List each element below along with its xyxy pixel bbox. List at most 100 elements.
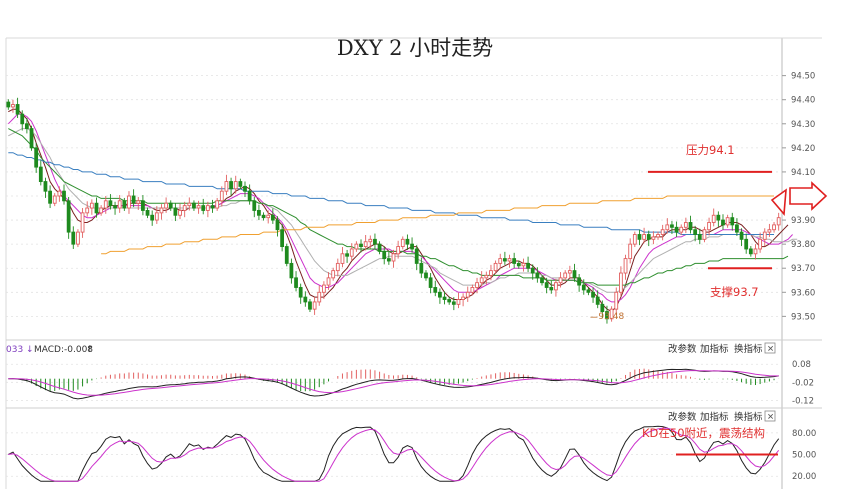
candle [308, 299, 312, 313]
candle [359, 239, 363, 253]
y-tick-label: -0.02 [792, 378, 814, 388]
candle [414, 245, 419, 271]
candle [581, 279, 586, 295]
close-icon[interactable]: ✕ [764, 410, 776, 423]
candle [637, 229, 642, 246]
candle [122, 197, 127, 211]
candle [94, 197, 99, 218]
y-tick-label: 80.00 [792, 429, 816, 439]
candle [762, 228, 767, 247]
candle [247, 184, 252, 205]
candle [758, 232, 763, 253]
y-tick-label: 94.20 [791, 144, 815, 154]
candle [711, 208, 716, 227]
candle [89, 199, 94, 215]
candle [670, 221, 674, 235]
candle [628, 238, 633, 264]
candle [577, 274, 582, 292]
candle [516, 260, 521, 269]
candle [502, 251, 507, 265]
svg-text:✕: ✕ [767, 345, 774, 355]
candle [484, 271, 489, 285]
candle [113, 201, 117, 215]
candle [591, 287, 595, 303]
candle [34, 143, 39, 173]
candle [609, 306, 614, 322]
candle [674, 221, 679, 237]
y-tick-label: -0.12 [792, 396, 814, 406]
candle [145, 207, 150, 219]
candle [224, 174, 229, 196]
candle [642, 227, 646, 244]
candle [707, 217, 711, 236]
candle [405, 234, 410, 250]
toolbar-button-3[interactable]: 换指标 [734, 411, 763, 423]
candle [725, 214, 730, 228]
close-icon[interactable]: ✕ [764, 342, 776, 355]
candle [66, 196, 71, 239]
candle [131, 189, 136, 208]
candle [243, 181, 247, 197]
candle [257, 204, 261, 221]
candle [38, 160, 43, 186]
candle [71, 226, 76, 249]
kd-annotations: KD在50附近，震荡结构 [642, 426, 778, 456]
candle [298, 283, 303, 304]
candle [349, 243, 354, 261]
candle [29, 125, 34, 151]
candle [196, 200, 201, 214]
toolbar-button-2[interactable]: 加指标 [700, 411, 729, 423]
y-tick-label: 94.50 [791, 72, 815, 82]
candle [373, 233, 377, 249]
candle [317, 285, 322, 306]
candle [266, 210, 271, 224]
candle [345, 249, 349, 263]
candle [340, 247, 345, 268]
candle [730, 212, 735, 231]
candle [76, 229, 80, 248]
candle [103, 196, 108, 214]
macd-y-axis: 0.08 -0.02 -0.12 [792, 360, 814, 406]
candle [99, 205, 104, 216]
candle [219, 186, 224, 207]
candle [475, 277, 479, 294]
candle [623, 254, 628, 280]
candle [521, 258, 526, 272]
candle [716, 211, 721, 227]
candle [182, 201, 187, 218]
candle [400, 236, 405, 250]
macd-gridlines [6, 339, 822, 401]
candle [331, 267, 336, 281]
y-tick-label: 94.10 [791, 168, 815, 178]
candle [173, 203, 178, 222]
candle [270, 208, 275, 224]
y-tick-label: 93.50 [791, 312, 815, 322]
toolbar-button-1[interactable]: 改参数 [668, 411, 697, 423]
candle [117, 195, 122, 213]
candle [57, 186, 62, 202]
candle [252, 196, 257, 218]
candle [322, 281, 326, 300]
candle [178, 203, 182, 220]
candle [428, 273, 433, 294]
candle [215, 197, 220, 211]
candle [229, 177, 233, 196]
candle [451, 297, 456, 311]
toolbar-button-1[interactable]: 改参数 [668, 343, 697, 355]
support-label: 支撑93.7 [710, 285, 759, 299]
candle [776, 212, 781, 231]
candle [275, 216, 280, 237]
toolbar-button-3[interactable]: 换指标 [734, 343, 763, 355]
candle [354, 241, 359, 252]
y-tick-label: 93.90 [791, 216, 815, 226]
candle [526, 256, 530, 273]
candle [646, 230, 651, 247]
candle [312, 297, 317, 315]
candle [289, 258, 294, 284]
candle [205, 201, 210, 218]
toolbar-button-2[interactable]: 加指标 [700, 343, 729, 355]
kd-d-line [8, 427, 780, 482]
candle [683, 217, 688, 234]
candle [489, 264, 493, 281]
